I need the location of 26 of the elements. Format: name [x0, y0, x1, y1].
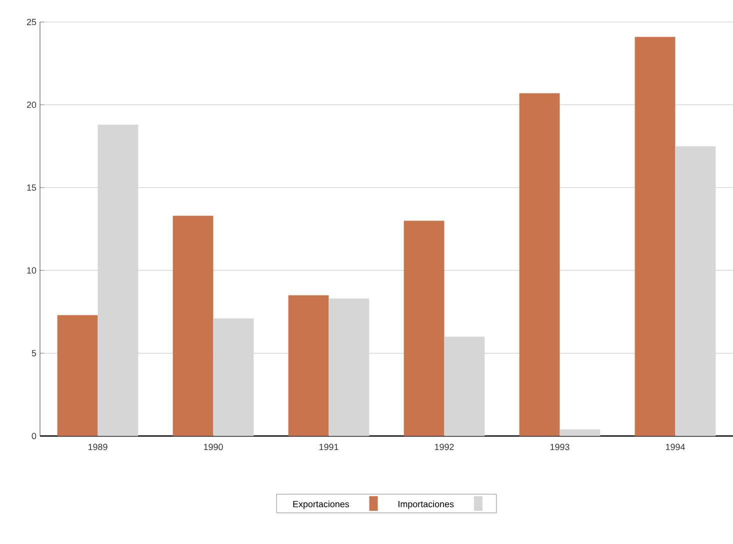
bar [172, 216, 214, 436]
y-tick-label: 5 [32, 350, 36, 356]
x-tick-label: 1989 [88, 444, 108, 450]
bar [444, 336, 485, 436]
x-tick-label: 1990 [204, 444, 223, 450]
bar [288, 295, 329, 436]
legend-label: Importaciones [398, 500, 454, 510]
bar [213, 318, 254, 436]
x-tick-label: 1994 [666, 444, 685, 450]
bar [519, 93, 560, 436]
bar [404, 220, 444, 436]
bar [560, 429, 600, 436]
y-tick-label: 0 [32, 432, 36, 440]
bar [328, 298, 370, 436]
legend-label: Exportaciones [293, 500, 350, 510]
y-tick-label: 15 [27, 184, 36, 191]
x-tick-label: 1993 [550, 444, 570, 450]
bar [57, 315, 98, 436]
bar [675, 146, 716, 436]
y-tick-label: 20 [26, 102, 36, 108]
y-tick-label: 25 [26, 18, 36, 26]
x-tick-label: 1991 [319, 444, 338, 450]
bar [98, 124, 138, 436]
y-tick-label: 10 [27, 267, 36, 274]
bar [634, 36, 676, 436]
x-tick-label: 1992 [434, 444, 454, 450]
